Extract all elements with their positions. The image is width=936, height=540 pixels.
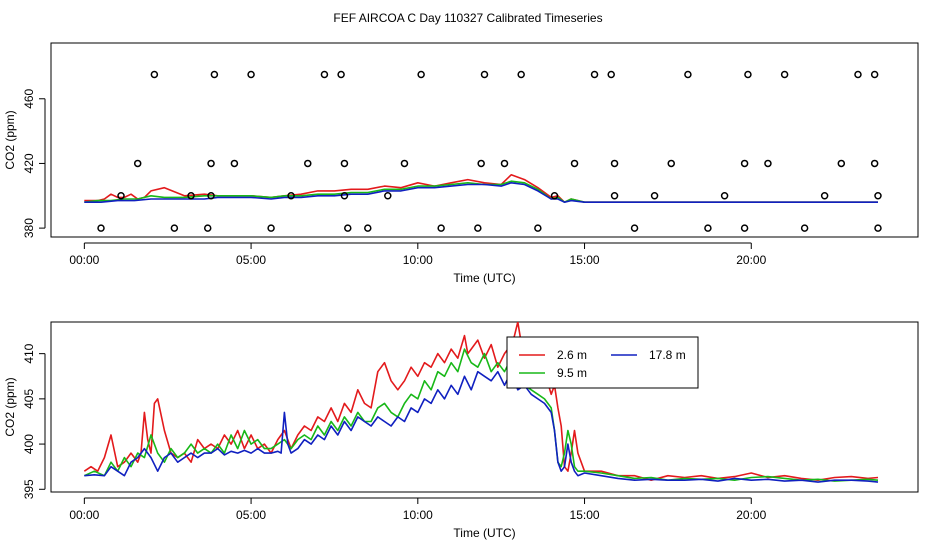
data-layer <box>84 174 878 203</box>
scatter-point <box>247 70 255 79</box>
scatter-point <box>97 224 105 232</box>
scatter-point <box>764 159 772 168</box>
scatter-point <box>437 224 445 232</box>
x-tick-label: 00:00 <box>69 253 99 267</box>
scatter-point <box>704 224 712 232</box>
bottom-panel: 00:00 05:00 10:00 15:00 20:00 Time (UTC) 395 40… <box>3 321 919 540</box>
scatter-point <box>133 159 142 168</box>
y-axis-label: CO2 (ppm) <box>3 110 17 169</box>
scatter-point <box>780 70 789 79</box>
series-line-17-8-m <box>84 370 879 483</box>
x-tick-label: 15:00 <box>570 253 600 267</box>
scatter-point <box>477 159 485 168</box>
scatter-point <box>590 70 599 79</box>
y-tick-label: 410 <box>22 343 36 363</box>
scatter-point <box>570 159 579 168</box>
scatter-point <box>210 70 219 79</box>
scatter-point <box>610 192 619 200</box>
scatter-point <box>207 159 215 168</box>
x-tick-label: 20:00 <box>736 253 766 267</box>
y-tick-label: 380 <box>22 218 36 238</box>
y-tick-label: 420 <box>22 153 36 173</box>
scatter-point <box>740 224 749 232</box>
scatter-point <box>230 159 239 168</box>
scatter-point <box>550 192 559 200</box>
data-layer <box>83 322 879 483</box>
scatter-point <box>400 159 409 168</box>
scatter-point <box>304 159 312 168</box>
y-tick-label: 395 <box>22 479 36 499</box>
scatter-point <box>340 159 349 168</box>
series-line-9-5-m <box>83 348 879 482</box>
x-tick-label: 05:00 <box>236 253 266 267</box>
scatter-point <box>650 192 659 200</box>
scatter-point <box>534 224 542 232</box>
scatter-point <box>207 192 215 200</box>
scatter-point <box>187 192 195 200</box>
scatter-point <box>517 70 525 79</box>
scatter-point <box>630 224 639 232</box>
top-panel: 00:00 05:00 10:00 15:00 20:00 Time (UTC) 380 42… <box>3 42 919 285</box>
scatter-point <box>203 224 212 232</box>
scatter-point <box>267 224 275 232</box>
scatter-point <box>820 192 829 200</box>
scatter-point <box>340 192 349 200</box>
scatter-point <box>480 70 489 79</box>
plot-frame <box>50 42 919 238</box>
scatter-point <box>740 159 749 168</box>
scatter-point <box>474 224 482 232</box>
x-tick-label: 10:00 <box>403 253 433 267</box>
legend-label: 17.8 m <box>649 348 686 362</box>
series-line-9-5-m <box>84 180 878 203</box>
scatter-point <box>837 159 846 168</box>
scatter-point <box>870 70 879 79</box>
scatter-point <box>610 159 619 168</box>
x-tick-label: 10:00 <box>403 508 433 522</box>
scatter-point <box>117 192 125 200</box>
scatter-point <box>874 192 882 200</box>
scatter-point <box>607 70 615 79</box>
scatter-point <box>320 70 329 79</box>
scatter-point <box>364 224 372 232</box>
x-tick-label: 00:00 <box>69 508 99 522</box>
scatter-point <box>500 159 509 168</box>
scatter-point <box>417 70 425 79</box>
scatter-point <box>684 70 692 79</box>
y-tick-label: 405 <box>22 389 36 409</box>
legend-label: 2.6 m <box>557 348 587 362</box>
x-tick-label: 20:00 <box>736 508 766 522</box>
scatter-point <box>337 70 345 79</box>
scatter-point <box>744 70 752 79</box>
scatter-point <box>800 224 809 232</box>
scatter-point <box>720 192 729 200</box>
y-axis-label: CO2 (ppm) <box>3 377 17 436</box>
x-axis-label: Time (UTC) <box>453 271 515 285</box>
x-tick-label: 05:00 <box>236 508 266 522</box>
scatter-point <box>287 192 295 200</box>
x-axis-label: Time (UTC) <box>453 526 515 540</box>
scatter-point <box>170 224 179 232</box>
scatter-point <box>344 224 352 232</box>
scatter-point <box>667 159 675 168</box>
scatter-point <box>870 159 879 168</box>
scatter-point <box>150 70 159 79</box>
plot-frame <box>50 321 919 493</box>
series-line-17-8-m <box>84 182 878 203</box>
chart-title: FEF AIRCOA C Day 110327 Calibrated Times… <box>333 11 602 25</box>
legend-box <box>506 336 699 389</box>
x-tick-label: 15:00 <box>570 508 600 522</box>
scatter-point <box>874 224 882 232</box>
legend-label: 9.5 m <box>557 366 587 380</box>
scatter-point <box>384 192 392 200</box>
y-tick-label: 400 <box>22 434 36 454</box>
y-tick-label: 460 <box>22 88 36 108</box>
scatter-point <box>854 70 862 79</box>
